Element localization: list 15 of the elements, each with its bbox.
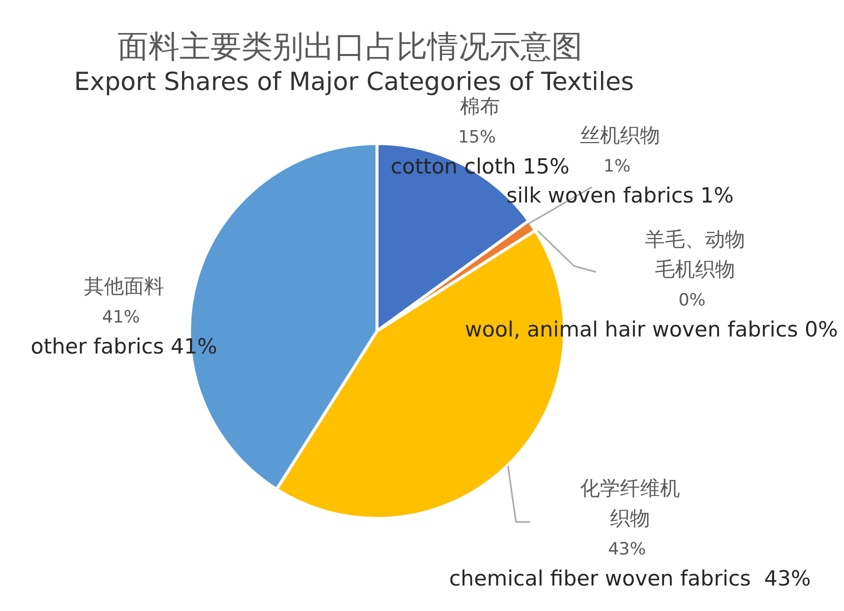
data-label: 1% [604, 156, 630, 176]
chart-title: 面料主要类别出口占比情况示意图 [116, 28, 584, 66]
category-label: 羊毛、动物毛机织物 [645, 227, 745, 282]
slice-label: 棉布 [460, 94, 500, 118]
text: 0% [678, 290, 706, 310]
slice-label: 其他面料 [84, 274, 164, 298]
data-label: 15% [458, 127, 496, 148]
slice-label: 化学纤维机织物 [580, 476, 680, 530]
text: silk woven fabrics 1% [506, 183, 734, 208]
data-label: 41% [102, 307, 140, 328]
data-label: 43% [608, 539, 646, 560]
text: chemical fiber woven fabrics 43% [449, 566, 811, 590]
text: cotton cloth 15% [390, 154, 570, 178]
chart-subtitle: Export Shares of Major Categories of Textiles [73, 66, 635, 96]
slice-label: 丝机织物 [580, 123, 660, 148]
